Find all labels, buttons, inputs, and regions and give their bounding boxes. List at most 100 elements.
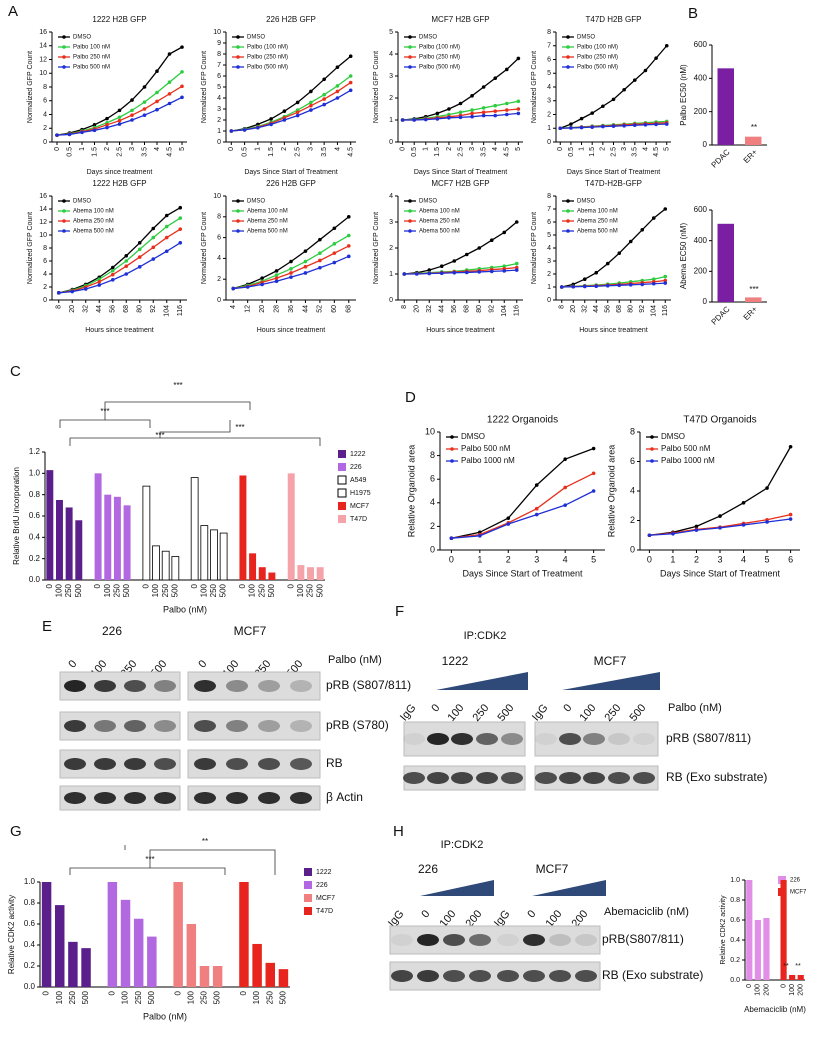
data-point — [130, 113, 134, 117]
data-point — [435, 111, 440, 116]
x-tick-label: 200 — [798, 984, 805, 996]
legend-label: Palbo 500 nM — [461, 444, 511, 453]
y-tick-label: 0.0 — [24, 982, 36, 991]
x-tick-label: 56 — [605, 305, 612, 313]
data-point — [664, 43, 669, 48]
data-point — [67, 132, 72, 137]
y-tick-label: 1.0 — [730, 877, 740, 884]
y-tick-label: 3 — [217, 106, 221, 113]
data-point — [516, 107, 521, 111]
legend-label: Palbo (500 nM) — [247, 65, 288, 71]
data-point — [569, 122, 573, 126]
legend-label: Abema 250 nM — [73, 219, 114, 225]
data-point — [741, 501, 746, 505]
legend-label: 226 — [790, 878, 801, 884]
data-point — [412, 118, 417, 122]
legend-marker — [566, 199, 570, 203]
x-tick-label: 104 — [651, 305, 658, 317]
data-point — [458, 115, 463, 120]
legend-marker — [62, 229, 66, 233]
bar — [745, 297, 762, 302]
x-tick-label: 44 — [302, 305, 309, 313]
bar — [68, 941, 78, 987]
y-tick-label: 4 — [389, 193, 393, 200]
data-point — [628, 282, 633, 287]
y-tick-label: 5 — [217, 84, 221, 91]
data-point — [295, 100, 300, 105]
data-point — [504, 112, 509, 117]
data-point — [130, 98, 134, 102]
row-label: pRB (S780) — [326, 718, 389, 732]
bar — [746, 880, 753, 980]
row-label: pRB (S807/811) — [666, 731, 751, 745]
band — [154, 680, 176, 692]
data-point — [477, 270, 482, 274]
legend-marker — [450, 459, 454, 463]
legend-marker — [236, 35, 240, 39]
chart-title: T47D-H2B-GFP — [585, 179, 642, 188]
group-label: MCF7 — [536, 862, 569, 876]
x-tick-label: 200 — [763, 984, 770, 996]
data-point — [628, 239, 633, 244]
data-point — [97, 283, 102, 287]
band — [154, 792, 176, 804]
legend-label: Abema 500 nM — [247, 229, 288, 235]
y-tick-label: 8 — [430, 450, 435, 460]
band — [501, 733, 523, 745]
x-tick-label: 68 — [123, 305, 130, 313]
y-tick-label: 0 — [430, 544, 435, 554]
bar — [147, 936, 157, 987]
data-point — [591, 446, 596, 451]
data-point — [516, 56, 521, 61]
row-label: pRB(S807/811) — [602, 932, 684, 946]
x-tick-label: 0.5 — [568, 147, 575, 157]
x-tick-label: 250 — [134, 990, 143, 1004]
legend-label: Palbo 100 nM — [73, 45, 110, 51]
y-axis-label: Abema EC50 (nM) — [679, 223, 688, 290]
y-tick-label: 200 — [694, 107, 708, 116]
data-point — [124, 264, 129, 269]
data-point — [164, 213, 169, 218]
data-point — [110, 265, 115, 270]
band — [427, 733, 449, 745]
x-tick-label: 0 — [557, 147, 564, 151]
band — [391, 934, 413, 946]
x-tick-label: 92 — [489, 305, 496, 313]
data-point — [788, 512, 793, 517]
data-point — [151, 257, 156, 261]
x-tick-label: 0.5 — [66, 147, 73, 157]
band — [523, 934, 545, 946]
band — [226, 720, 248, 732]
data-point — [663, 281, 668, 285]
y-tick-label: 1 — [389, 271, 393, 278]
y-tick-label: 4 — [430, 497, 435, 507]
data-point — [303, 271, 308, 275]
y-tick-label: 0 — [389, 297, 393, 304]
data-point — [481, 113, 486, 118]
x-tick-label: 2.5 — [294, 147, 301, 157]
data-point — [178, 205, 183, 210]
data-point — [348, 54, 353, 58]
lane-label: 0 — [196, 658, 209, 670]
data-point — [617, 283, 622, 288]
data-point — [346, 215, 351, 219]
x-tick-label: 36 — [288, 305, 295, 313]
data-point — [318, 258, 322, 263]
band — [549, 970, 571, 982]
x-tick-label: 0 — [449, 554, 454, 564]
x-tick-label: 4 — [642, 147, 649, 151]
x-tick-label: 500 — [74, 583, 83, 597]
x-tick-label: 0 — [45, 583, 54, 588]
data-point — [142, 85, 147, 89]
data-point — [489, 238, 494, 242]
x-tick-label: PDAC — [710, 147, 732, 169]
x-tick-label: 250 — [64, 583, 73, 597]
chart-title: 1222 Organoids — [487, 415, 558, 426]
legend-label: Palbo (100 nM) — [577, 45, 618, 51]
panel-letter: B — [688, 5, 698, 22]
legend-swatch — [338, 502, 346, 510]
x-axis-label: Hours since treatment — [426, 327, 495, 334]
data-point — [151, 245, 156, 250]
legend-label: A549 — [350, 477, 366, 484]
data-point — [332, 260, 337, 265]
